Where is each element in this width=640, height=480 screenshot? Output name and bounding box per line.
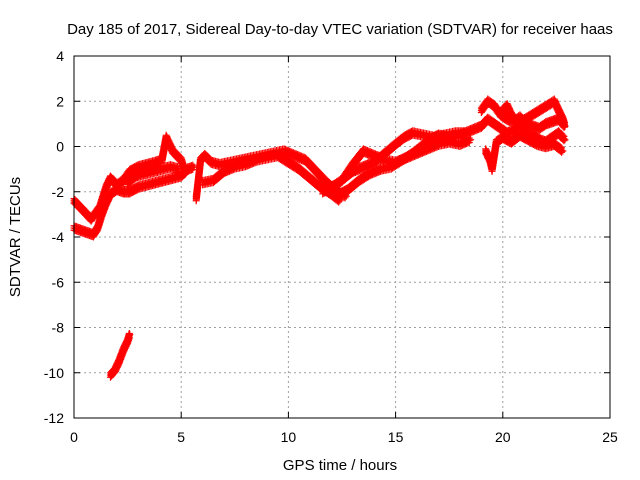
- series-arc-main-lower: [70, 161, 198, 241]
- axis-ticks: 0 5 10 15 20 25 -12 -10 -8 -6 -4 -2 0 2 4: [44, 48, 618, 445]
- y-tick-label: -4: [52, 229, 65, 245]
- data-marks: [70, 95, 569, 381]
- data-point: [175, 165, 183, 173]
- series-arc-main-upper: [70, 131, 189, 225]
- data-point: [181, 170, 189, 178]
- series-arc-outlier: [106, 329, 134, 381]
- series-arc-ridge-lower: [199, 149, 344, 206]
- data-point: [561, 136, 569, 144]
- y-tick-label: 4: [56, 48, 64, 64]
- data-point: [558, 144, 566, 152]
- series-arc-rise-c: [340, 127, 470, 184]
- chart-title: Day 185 of 2017, Sidereal Day-to-day VTE…: [67, 21, 613, 38]
- data-point: [561, 122, 569, 130]
- data-point: [556, 143, 564, 151]
- y-tick-label: -2: [52, 184, 65, 200]
- data-point: [560, 132, 568, 140]
- x-tick-label: 15: [388, 429, 404, 445]
- y-tick-label: 2: [56, 93, 64, 109]
- series-arc-middle: [124, 161, 183, 189]
- x-tick-label: 0: [70, 429, 78, 445]
- data-point: [559, 147, 567, 155]
- x-tick-label: 10: [281, 429, 297, 445]
- x-tick-label: 5: [177, 429, 185, 445]
- series-arc-late-d: [499, 95, 569, 131]
- x-tick-label: 20: [495, 429, 511, 445]
- x-tick-label: 25: [602, 429, 618, 445]
- grid-lines: [74, 56, 610, 418]
- data-point: [559, 131, 567, 139]
- data-point: [462, 129, 470, 137]
- y-tick-label: -12: [44, 410, 64, 426]
- data-point: [467, 136, 475, 144]
- y-tick-label: -10: [44, 365, 64, 381]
- data-point: [126, 330, 134, 338]
- y-tick-label: 0: [56, 139, 64, 155]
- x-axis-title: GPS time / hours: [283, 457, 397, 474]
- y-tick-label: -6: [52, 274, 65, 290]
- series-arc-late-c: [482, 129, 567, 175]
- y-tick-label: -8: [52, 320, 65, 336]
- y-axis-title: SDTVAR / TECUs: [7, 177, 24, 297]
